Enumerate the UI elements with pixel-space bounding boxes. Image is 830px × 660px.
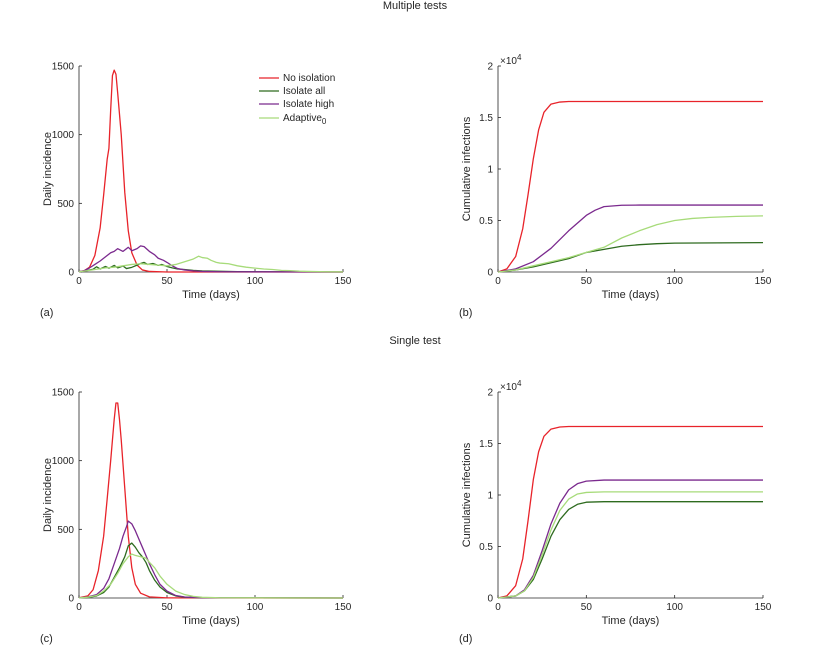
y-tick-label: 1.5	[479, 439, 493, 450]
series-line-isolate-all	[497, 501, 763, 599]
series-line-isolate-high	[78, 245, 344, 273]
y-tick-label: 2	[487, 62, 493, 73]
y-tick-label: 1000	[52, 130, 75, 141]
y-tick-label: 1000	[52, 456, 75, 467]
series-line-no-isolation	[497, 425, 763, 599]
chart-panel-b: 0 50 100 150 0 0.5 1 1.5 2 ×104 Time (days) Cumulat…	[459, 53, 772, 319]
y-axis-label: Daily incidence	[42, 132, 54, 206]
legend-label-isolate-all: Isolate all	[283, 86, 325, 97]
y-tick-label: 0	[487, 594, 493, 605]
x-tick-label: 50	[581, 602, 593, 613]
y-axis-exponent-base: ×10	[500, 382, 517, 393]
x-axis-label: Time (days)	[602, 615, 660, 627]
y-axis-exponent-base: ×10	[500, 56, 517, 67]
x-tick-label: 100	[247, 602, 264, 613]
y-axis-label: Cumulative infections	[461, 442, 473, 547]
x-tick-label: 0	[495, 602, 501, 613]
x-tick-label: 50	[161, 602, 173, 613]
panel-letter: (d)	[459, 633, 472, 645]
panel-letter: (b)	[459, 307, 472, 319]
middle-title: Single test	[389, 335, 440, 347]
top-title: Multiple tests	[383, 0, 448, 12]
series-line-adaptive-0	[78, 255, 344, 273]
y-tick-label: 0.5	[479, 216, 493, 227]
x-tick-label: 0	[495, 276, 501, 287]
series-line-adaptive-0	[78, 553, 344, 599]
x-axis-label: Time (days)	[182, 615, 240, 627]
legend-label-adaptive-subscript: 0	[322, 117, 327, 126]
y-tick-label: 500	[57, 525, 74, 536]
panel-letter: (a)	[40, 307, 53, 319]
y-tick-label: 0.5	[479, 542, 493, 553]
y-axis-label: Daily incidence	[42, 458, 54, 532]
x-axis-label: Time (days)	[602, 289, 660, 301]
y-axis-exponent-power: 4	[517, 53, 522, 62]
x-tick-label: 150	[755, 602, 772, 613]
legend-label-adaptive-main: Adaptive	[283, 113, 322, 124]
series-line-isolate-high	[78, 520, 344, 599]
y-tick-label: 1.5	[479, 113, 493, 124]
y-tick-label: 0	[487, 268, 493, 279]
x-tick-label: 150	[335, 602, 352, 613]
x-tick-label: 50	[161, 276, 173, 287]
series-line-isolate-high	[497, 479, 763, 599]
x-axis-label: Time (days)	[182, 289, 240, 301]
x-tick-label: 150	[335, 276, 352, 287]
series-line-adaptive-0	[497, 215, 764, 273]
legend-label-no-isolation: No isolation	[283, 73, 335, 84]
x-tick-label: 150	[755, 276, 772, 287]
x-tick-label: 50	[581, 276, 593, 287]
x-tick-label: 100	[247, 276, 264, 287]
x-tick-label: 100	[666, 602, 683, 613]
chart-legend: No isolation Isolate all Isolate high Ad…	[259, 73, 335, 126]
x-tick-label: 100	[666, 276, 683, 287]
y-tick-label: 1500	[52, 388, 75, 399]
y-axis-exponent-power: 4	[517, 379, 522, 388]
y-tick-label: 0	[68, 594, 74, 605]
y-axis-exponent: ×104	[500, 379, 522, 393]
series-line-adaptive-0	[497, 491, 763, 599]
series-line-isolate-all	[78, 542, 344, 599]
y-tick-label: 500	[57, 199, 74, 210]
series-line-no-isolation	[78, 402, 344, 599]
series-line-no-isolation	[78, 69, 343, 273]
series-line-no-isolation	[497, 100, 763, 273]
legend-label-isolate-high: Isolate high	[283, 99, 334, 110]
y-tick-label: 1	[487, 491, 493, 502]
y-tick-label: 1	[487, 165, 493, 176]
panel-letter: (c)	[40, 633, 53, 645]
chart-panel-d: 0 50 100 150 0 0.5 1 1.5 2 ×104 Time (days) Cumulat…	[459, 379, 772, 645]
series-line-isolate-high	[497, 204, 763, 273]
y-axis-exponent: ×104	[500, 53, 522, 67]
series-line-isolate-all	[497, 242, 764, 273]
y-tick-label: 2	[487, 388, 493, 399]
y-tick-label: 0	[68, 268, 74, 279]
y-tick-label: 1500	[52, 62, 75, 73]
y-axis-label: Cumulative infections	[461, 116, 473, 221]
x-tick-label: 0	[76, 602, 82, 613]
legend-label-adaptive: Adaptive0	[283, 113, 327, 126]
series-line-isolate-all	[78, 261, 344, 273]
x-tick-label: 0	[76, 276, 82, 287]
